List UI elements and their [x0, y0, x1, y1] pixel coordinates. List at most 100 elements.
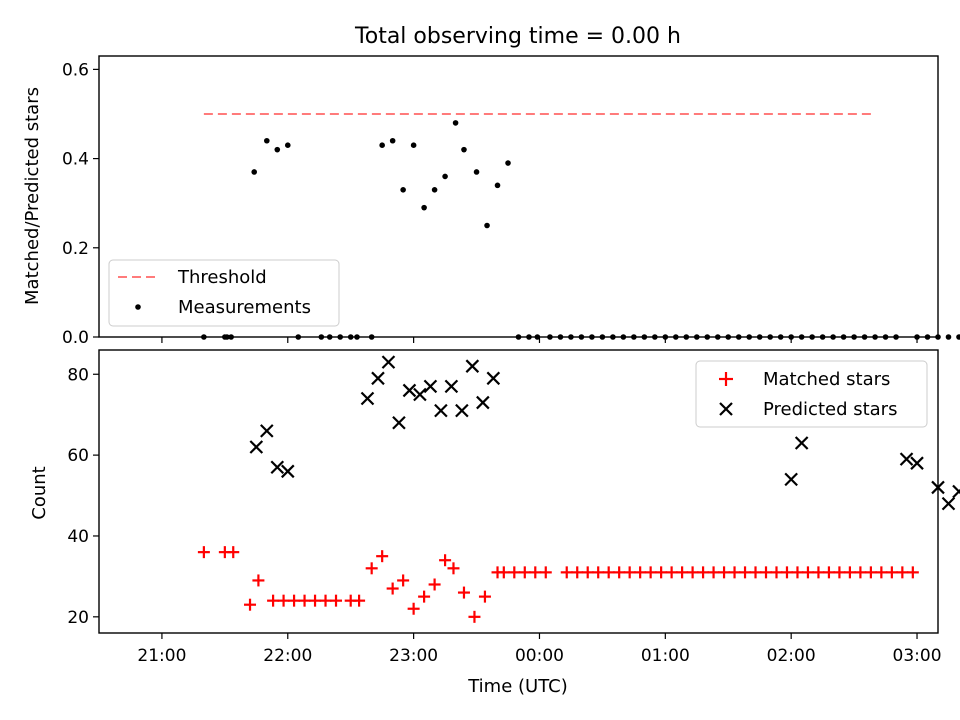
measurement-point — [494, 182, 501, 189]
measurement-point — [798, 334, 805, 340]
predicted-star-mark — [413, 387, 427, 402]
measurement-point — [326, 334, 333, 340]
measurement-point — [809, 334, 815, 340]
measurement-point — [882, 334, 889, 340]
predicted-legend-swatch — [719, 402, 733, 416]
measurement-point — [610, 334, 616, 340]
measurement-point — [251, 169, 258, 175]
matched-star-point — [581, 566, 594, 579]
predicted-star-point — [423, 379, 438, 394]
measurement-point — [201, 334, 207, 340]
matched-star-point — [885, 566, 898, 579]
bottom-y-tick-label: 40 — [67, 527, 89, 547]
matched-star-point — [749, 566, 762, 579]
matched-star-point — [407, 602, 420, 615]
measurement-point — [735, 334, 742, 340]
predicted-star-mark — [465, 359, 480, 373]
predicted-star-point — [784, 472, 798, 487]
measurement-point — [578, 334, 585, 340]
measurement-point — [284, 142, 291, 149]
measurement-point — [714, 334, 721, 340]
matched-star-point — [288, 594, 301, 607]
measurement-point — [534, 334, 541, 340]
predicted-star-mark — [249, 440, 264, 454]
matched-star-point — [739, 566, 752, 579]
predicted-star-point — [910, 456, 924, 470]
matched-star-point — [508, 566, 521, 579]
predicted-star-point — [434, 403, 448, 418]
matched-star-point — [833, 566, 846, 579]
bottom-plot: 20 40 60 80 21:00 22:00 23:00 00:00 01:00 02:00 03… — [29, 349, 960, 697]
measurement-point — [557, 334, 564, 340]
measurement-point — [746, 334, 753, 340]
top-y-tick-label: 0.4 — [62, 150, 89, 170]
predicted-star-point — [392, 415, 406, 430]
measurement-point — [368, 334, 375, 340]
matched-star-point — [529, 566, 542, 579]
measurement-point — [295, 334, 302, 340]
top-legend-box — [108, 259, 340, 327]
predicted-star-mark — [941, 496, 956, 511]
measurements-legend-label: Measurements — [178, 297, 311, 318]
matched-star-point — [397, 574, 410, 587]
bottom-y-tick-label: 20 — [67, 608, 89, 628]
matched-star-point — [592, 566, 605, 579]
matched-star-point — [676, 566, 689, 579]
predicted-star-mark — [371, 371, 385, 386]
measurement-point — [354, 334, 360, 340]
measurement-point — [840, 334, 847, 340]
matched-star-point — [906, 566, 919, 579]
measurement-point — [683, 334, 690, 340]
matched-star-point — [822, 566, 835, 579]
bottom-x-tick-label: 02:00 — [767, 646, 816, 666]
matched-star-point — [457, 586, 470, 599]
measurement-point — [861, 334, 868, 340]
matched-star-point — [770, 566, 783, 579]
predicted-star-point — [794, 436, 809, 450]
bottom-x-tick-label: 03:00 — [893, 646, 942, 666]
predicted-star-point — [249, 440, 264, 454]
measurement-point — [693, 334, 700, 340]
predicted-star-point — [371, 371, 385, 386]
matched-star-point — [644, 566, 657, 579]
measurement-point — [830, 334, 836, 340]
predicted-star-mark — [794, 436, 809, 450]
measurement-point — [484, 222, 490, 229]
measurement-point — [547, 334, 553, 340]
matched-star-point — [539, 566, 552, 579]
matched-legend-swatch — [719, 372, 733, 386]
predicted-star-point — [360, 391, 375, 406]
measurement-point — [620, 334, 627, 340]
top-y-tick-label: 0.6 — [62, 60, 89, 80]
predicted-star-point — [455, 403, 469, 418]
bottom-legend: Matched stars Predicted stars — [695, 360, 928, 428]
measurement-point — [662, 334, 669, 340]
matched-star-point — [244, 598, 257, 611]
measurement-point — [777, 334, 784, 340]
bottom-x-tick-label: 21:00 — [137, 646, 186, 666]
predicted-star-mark — [381, 355, 396, 369]
matched-star-point — [697, 566, 710, 579]
measurement-point — [505, 160, 511, 166]
bottom-y-tick-label: 80 — [67, 365, 89, 385]
matched-star-point — [252, 574, 265, 587]
matched-star-point — [864, 566, 877, 579]
measurement-point — [389, 137, 396, 144]
matched-star-point — [665, 566, 678, 579]
predicted-star-mark — [476, 395, 490, 410]
matched-star-point — [309, 594, 322, 607]
predicted-star-point — [402, 383, 417, 398]
predicted-star-mark — [952, 488, 960, 499]
predicted-star-mark — [360, 391, 375, 406]
predicted-star-mark — [260, 424, 274, 438]
matched-star-point — [843, 566, 856, 579]
predicted-star-point — [476, 395, 490, 410]
matched-star-point — [227, 546, 240, 559]
measurements-legend-swatch — [135, 304, 141, 310]
top-y-tick-label: 0.0 — [62, 328, 89, 348]
matched-star-point — [197, 546, 210, 559]
matched-star-point — [518, 566, 531, 579]
predicted-star-point — [931, 480, 945, 495]
matched-star-point — [602, 566, 615, 579]
bottom-plot-frame — [98, 349, 939, 634]
